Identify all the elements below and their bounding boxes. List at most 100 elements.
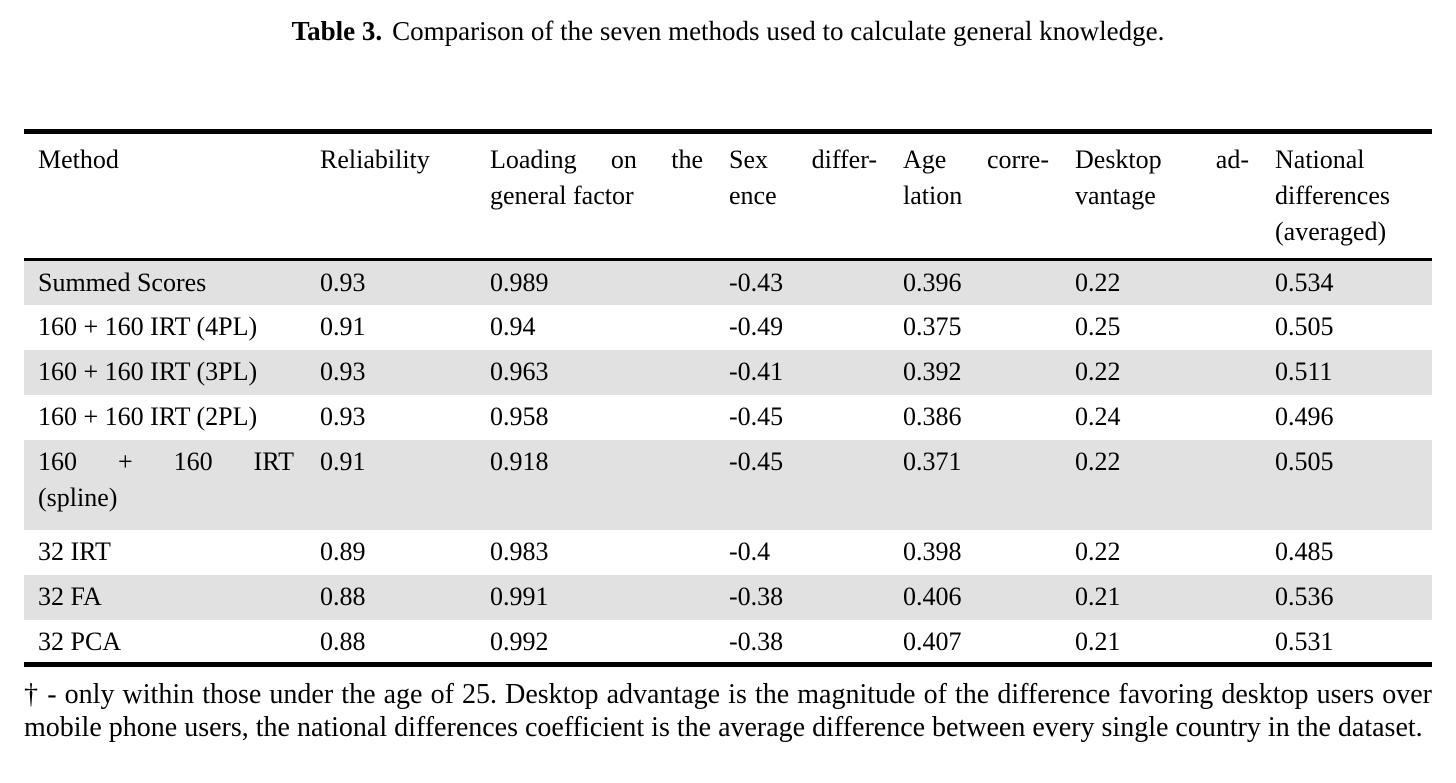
value-cell: 0.371	[903, 446, 962, 476]
value-cell: 0.386	[903, 401, 962, 431]
header-line: ence	[729, 181, 777, 210]
value-cell: 0.392	[903, 356, 962, 386]
value-cell: 0.992	[490, 626, 549, 656]
value-cell: 0.496	[1275, 401, 1334, 431]
method-line: 32 FA	[38, 581, 102, 611]
value-cell: 0.21	[1075, 581, 1121, 611]
method-line: (spline)	[38, 482, 118, 512]
value-cell: -0.38	[729, 626, 784, 656]
value-cell: 0.918	[490, 446, 549, 476]
col-header-reliability: Reliability	[320, 131, 490, 261]
table-row: 160 + 160 IRT (3PL) 0.93 0.963 -0.41 0.392 0.…	[24, 349, 1432, 395]
method-cell: 32 FA	[24, 575, 320, 620]
col-header-sex-difference: Sex differ-ence	[729, 131, 903, 261]
method-line: 160 + 160 IRT (4PL)	[38, 311, 258, 341]
value-cell: 0.398	[903, 536, 962, 566]
value-cell: 0.24	[1075, 401, 1121, 431]
value-cell: -0.45	[729, 446, 784, 476]
value-cell: 0.536	[1275, 581, 1334, 611]
header-line: differences	[1275, 181, 1391, 210]
value-cell: 0.505	[1275, 446, 1334, 476]
method-cell: 32 IRT	[24, 530, 320, 575]
value-cell: 0.406	[903, 581, 962, 611]
method-cell: 160 + 160 IRT (4PL)	[24, 305, 320, 350]
methods-comparison-table: Method Reliability Loading on the general f…	[24, 129, 1432, 667]
value-cell: -0.49	[729, 311, 784, 341]
header-line: general factor	[490, 181, 634, 210]
col-header-desktop-advantage: Desktop ad-vantage	[1075, 131, 1275, 261]
value-cell: 0.94	[490, 311, 536, 341]
method-line: 32 PCA	[38, 626, 122, 656]
value-cell: 0.91	[320, 446, 366, 476]
value-cell: 0.991	[490, 581, 549, 611]
value-cell: 0.534	[1275, 268, 1334, 297]
value-cell: 0.485	[1275, 536, 1334, 566]
value-cell: 0.25	[1075, 311, 1121, 341]
value-cell: 0.22	[1075, 446, 1121, 476]
header-line: Desktop ad-	[1075, 145, 1249, 174]
header-line: Reliability	[320, 145, 430, 174]
table-row: 32 FA 0.88 0.991 -0.38 0.406 0.21 0.536	[24, 574, 1432, 620]
method-line: 160 + 160 IRT (3PL)	[38, 356, 258, 386]
method-cell: 160 + 160 IRT (3PL)	[24, 350, 320, 395]
value-cell: 0.511	[1275, 356, 1333, 386]
table-row: 160 + 160 IRT (2PL) 0.93 0.958 -0.45 0.386 0.…	[24, 395, 1432, 440]
table-footnote: † - only within those under the age of 2…	[24, 679, 1432, 743]
table-row: Summed Scores 0.93 0.989 -0.43 0.396 0.22 0.53…	[24, 259, 1432, 305]
table-row: 32 PCA 0.88 0.992 -0.38 0.407 0.21 0.531	[24, 620, 1432, 665]
value-cell: 0.22	[1075, 268, 1121, 297]
header-line: Method	[38, 145, 119, 174]
value-cell: 0.22	[1075, 536, 1121, 566]
table-header: Method Reliability Loading on the general f…	[24, 131, 1432, 261]
method-cell: 32 PCA	[24, 620, 320, 665]
header-line: Sex differ-	[729, 145, 877, 174]
col-header-loading-general-factor: Loading on the general factor	[490, 131, 729, 261]
value-cell: 0.91	[320, 311, 366, 341]
value-cell: -0.43	[729, 268, 784, 297]
col-header-method: Method	[24, 131, 320, 261]
header-line: Loading on the	[490, 145, 703, 174]
header-line: National	[1275, 145, 1365, 174]
value-cell: 0.88	[320, 626, 366, 656]
value-cell: 0.21	[1075, 626, 1121, 656]
header-line: Age corre-	[903, 145, 1049, 174]
method-cell: 160 + 160 IRT (spline)	[24, 440, 320, 530]
header-row: Method Reliability Loading on the general f…	[24, 131, 1432, 261]
value-cell: 0.22	[1075, 356, 1121, 386]
value-cell: 0.93	[320, 268, 366, 297]
table-caption-label: Table 3.	[291, 16, 383, 46]
col-header-national-differences: National differences (averaged)	[1275, 131, 1432, 261]
value-cell: -0.38	[729, 581, 784, 611]
value-cell: 0.531	[1275, 626, 1334, 656]
value-cell: 0.93	[320, 401, 366, 431]
value-cell: 0.407	[903, 626, 962, 656]
header-line: (averaged)	[1275, 217, 1387, 246]
value-cell: 0.93	[320, 356, 366, 386]
value-cell: 0.983	[490, 536, 549, 566]
method-line: 160 + 160 IRT (2PL)	[38, 401, 258, 431]
value-cell: 0.505	[1275, 311, 1334, 341]
header-line: lation	[903, 181, 963, 210]
method-cell: 160 + 160 IRT (2PL)	[24, 395, 320, 440]
value-cell: 0.989	[490, 268, 549, 297]
table-body: Summed Scores 0.93 0.989 -0.43 0.396 0.22 0.53…	[24, 259, 1432, 665]
value-cell: 0.958	[490, 401, 549, 431]
value-cell: -0.4	[729, 536, 771, 566]
method-line: Summed Scores	[38, 268, 207, 297]
method-line: 32 IRT	[38, 536, 111, 566]
value-cell: 0.89	[320, 536, 366, 566]
table-row: 32 IRT 0.89 0.983 -0.4 0.398 0.22 0.485	[24, 530, 1432, 575]
table-caption-text: Comparison of the seven methods used to …	[392, 16, 1165, 46]
value-cell: -0.45	[729, 401, 784, 431]
col-header-age-correlation: Age corre-lation	[903, 131, 1075, 261]
value-cell: -0.41	[729, 356, 784, 386]
value-cell: 0.88	[320, 581, 366, 611]
header-line: vantage	[1075, 181, 1156, 210]
table-row: 160 + 160 IRT (spline) 0.91 0.918 -0.45 0.371…	[24, 439, 1432, 530]
value-cell: 0.963	[490, 356, 549, 386]
value-cell: 0.396	[903, 268, 962, 297]
method-cell: Summed Scores	[24, 260, 320, 305]
table-caption: Table 3. Comparison of the seven methods …	[0, 14, 1456, 48]
method-line: 160 + 160 IRT	[38, 446, 294, 476]
